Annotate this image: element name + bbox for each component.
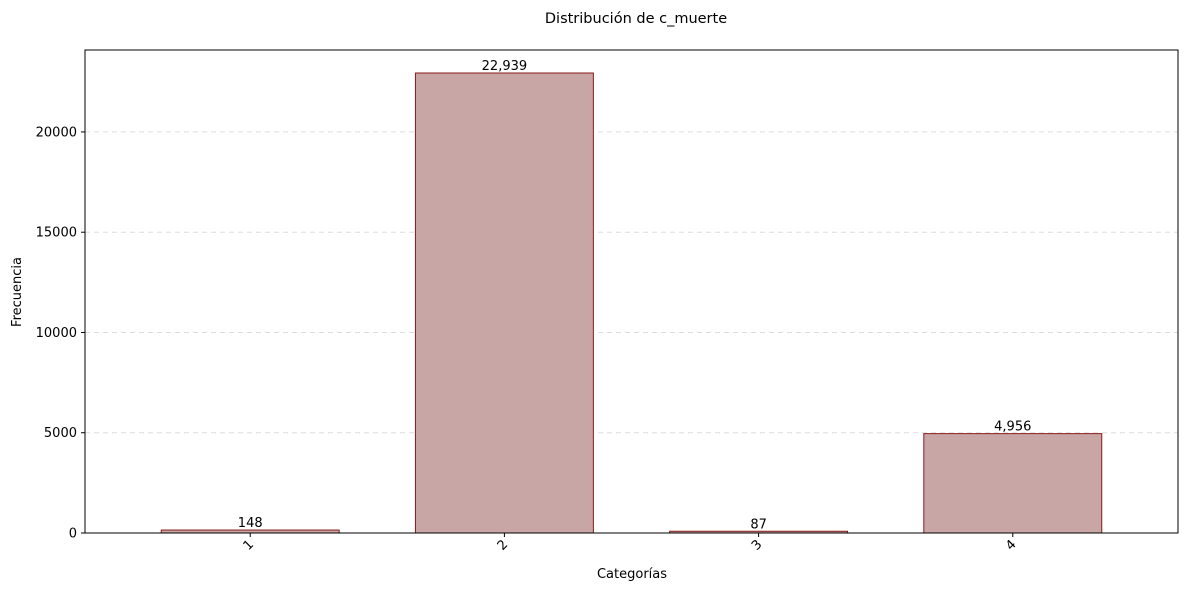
grid-lines	[85, 131, 1178, 434]
y-axis-label: Frecuencia	[10, 257, 25, 327]
value-label: 22,939	[482, 59, 528, 74]
x-tick-label: 2	[495, 537, 511, 553]
x-axis-ticks: 1 2 3 4	[241, 533, 1020, 554]
x-axis-label: Categorías	[597, 567, 667, 582]
bars	[160, 72, 1103, 534]
chart-title: Distribución de c_muerte	[545, 11, 727, 27]
y-tick-label: 20000	[36, 125, 77, 140]
y-tick-label: 0	[69, 527, 77, 542]
y-tick-label: 5000	[44, 426, 77, 441]
y-tick-label: 10000	[36, 326, 77, 341]
y-tick-label: 15000	[36, 226, 77, 241]
y-axis-ticks: 0 5000 10000 15000 20000	[36, 125, 85, 542]
bar-2	[414, 72, 594, 534]
value-label: 148	[238, 516, 263, 531]
value-label: 4,956	[994, 420, 1031, 435]
x-tick-label: 3	[749, 537, 765, 553]
x-tick-label: 4	[1003, 537, 1019, 553]
x-tick-label: 1	[241, 537, 257, 553]
value-labels: 148 22,939 87 4,956	[238, 59, 1032, 532]
bar-4	[923, 433, 1103, 534]
value-label: 87	[750, 517, 767, 532]
plot-frame	[84, 49, 1179, 534]
